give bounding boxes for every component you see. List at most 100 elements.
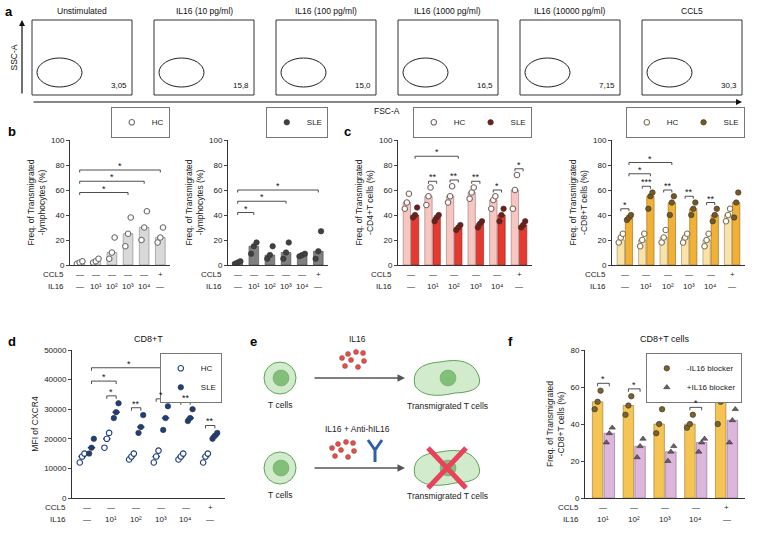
svg-text:100: 100 (209, 136, 223, 145)
svg-text:10²: 10² (628, 515, 640, 524)
svg-text:10¹: 10¹ (597, 515, 609, 524)
svg-text:100: 100 (593, 136, 607, 145)
svg-text:10¹: 10¹ (640, 282, 652, 291)
svg-text:0: 0 (60, 261, 65, 270)
svg-text:SLE: SLE (307, 118, 322, 127)
svg-text:CCL5: CCL5 (201, 270, 222, 279)
svg-text:20: 20 (570, 457, 579, 466)
svg-text:—: — (407, 270, 415, 279)
svg-text:+IL16 blocker: +IL16 blocker (687, 383, 736, 392)
svg-text:**: ** (206, 416, 214, 426)
svg-text:*: * (118, 161, 122, 171)
svg-text:10¹: 10¹ (248, 282, 260, 291)
svg-text:*: * (127, 359, 131, 369)
svg-text:**: ** (685, 187, 693, 197)
svg-text:—: — (108, 270, 116, 279)
svg-text:*: * (623, 200, 627, 210)
svg-text:b: b (8, 124, 16, 139)
svg-text:10²: 10² (130, 515, 142, 524)
svg-text:10³: 10³ (683, 282, 695, 291)
svg-text:*: * (694, 398, 698, 408)
svg-text:a: a (5, 4, 13, 19)
svg-text:—: — (515, 282, 523, 291)
svg-text:20000: 20000 (44, 435, 67, 444)
svg-text:15,0: 15,0 (355, 81, 371, 90)
svg-text:10³: 10³ (280, 282, 292, 291)
svg-text:—: — (182, 503, 190, 512)
svg-text:FSC-A: FSC-A (374, 106, 400, 116)
svg-text:30,3: 30,3 (721, 81, 737, 90)
svg-text:*: * (517, 160, 521, 170)
svg-text:Freq. of Transmigrated-CD4+T c: Freq. of Transmigrated-CD4+T cells (%) (354, 159, 375, 245)
svg-text:10²: 10² (448, 282, 460, 291)
svg-text:+: + (724, 503, 729, 512)
svg-text:7,15: 7,15 (599, 81, 615, 90)
svg-text:3,05: 3,05 (111, 81, 127, 90)
svg-text:CCL5: CCL5 (585, 270, 606, 279)
svg-text:HC: HC (152, 118, 164, 127)
svg-text:40: 40 (570, 420, 579, 429)
svg-text:40: 40 (55, 211, 64, 220)
svg-text:—: — (599, 503, 607, 512)
svg-text:+: + (208, 503, 213, 512)
svg-text:10³: 10³ (122, 282, 134, 291)
svg-text:—: — (472, 270, 480, 279)
svg-text:—: — (429, 270, 437, 279)
svg-text:0: 0 (575, 494, 580, 503)
svg-text:*: * (638, 165, 642, 175)
svg-text:CD8+T cells: CD8+T cells (640, 334, 690, 344)
svg-text:—: — (630, 503, 638, 512)
svg-text:—: — (76, 282, 84, 291)
svg-text:IL16 (100 pg/ml): IL16 (100 pg/ml) (295, 6, 357, 16)
svg-text:HC: HC (201, 364, 213, 373)
svg-text:*: * (435, 147, 439, 157)
svg-text:—: — (76, 270, 84, 279)
svg-text:**: ** (707, 194, 715, 204)
svg-text:e: e (250, 334, 257, 349)
svg-text:—: — (206, 515, 214, 524)
svg-text:—: — (707, 270, 715, 279)
svg-text:0: 0 (62, 494, 67, 503)
svg-text:—: — (493, 270, 501, 279)
svg-text:+: + (316, 270, 321, 279)
svg-text:16,5: 16,5 (477, 81, 493, 90)
svg-text:f: f (508, 334, 513, 349)
svg-text:40: 40 (597, 211, 606, 220)
svg-text:80: 80 (570, 346, 579, 355)
svg-text:**: ** (664, 181, 672, 191)
svg-text:*: * (632, 380, 636, 390)
svg-text:80: 80 (383, 161, 392, 170)
svg-text:10⁴: 10⁴ (704, 282, 717, 291)
svg-text:—: — (692, 503, 700, 512)
svg-text:10⁴: 10⁴ (179, 515, 192, 524)
svg-text:60: 60 (213, 186, 222, 195)
svg-text:—: — (661, 503, 669, 512)
svg-text:SLE: SLE (201, 383, 216, 392)
svg-text:—: — (664, 270, 672, 279)
svg-text:10⁴: 10⁴ (689, 515, 702, 524)
svg-text:20: 20 (597, 236, 606, 245)
svg-text:40000: 40000 (44, 375, 67, 384)
svg-text:10²: 10² (662, 282, 674, 291)
svg-text:*: * (109, 387, 113, 397)
svg-text:SSC-A: SSC-A (9, 44, 19, 70)
svg-text:**: ** (182, 393, 190, 403)
svg-text:—: — (250, 270, 258, 279)
svg-text:**: ** (429, 172, 437, 182)
svg-text:*: * (276, 181, 280, 191)
svg-text:SLE: SLE (724, 118, 739, 127)
svg-text:—: — (124, 270, 132, 279)
svg-text:CCL5: CCL5 (681, 6, 703, 16)
svg-text:10³: 10³ (470, 282, 482, 291)
svg-text:10¹: 10¹ (105, 515, 117, 524)
svg-text:*: * (102, 372, 106, 382)
svg-text:*: * (110, 172, 114, 182)
svg-text:IL16: IL16 (590, 282, 606, 291)
svg-text:—: — (723, 515, 731, 524)
svg-text:60: 60 (383, 186, 392, 195)
svg-text:—: — (92, 270, 100, 279)
svg-text:IL16 + Anti-hIL16: IL16 + Anti-hIL16 (325, 424, 390, 434)
svg-text:T cells: T cells (268, 490, 292, 500)
svg-text:IL16: IL16 (50, 515, 66, 524)
svg-text:10²: 10² (264, 282, 276, 291)
